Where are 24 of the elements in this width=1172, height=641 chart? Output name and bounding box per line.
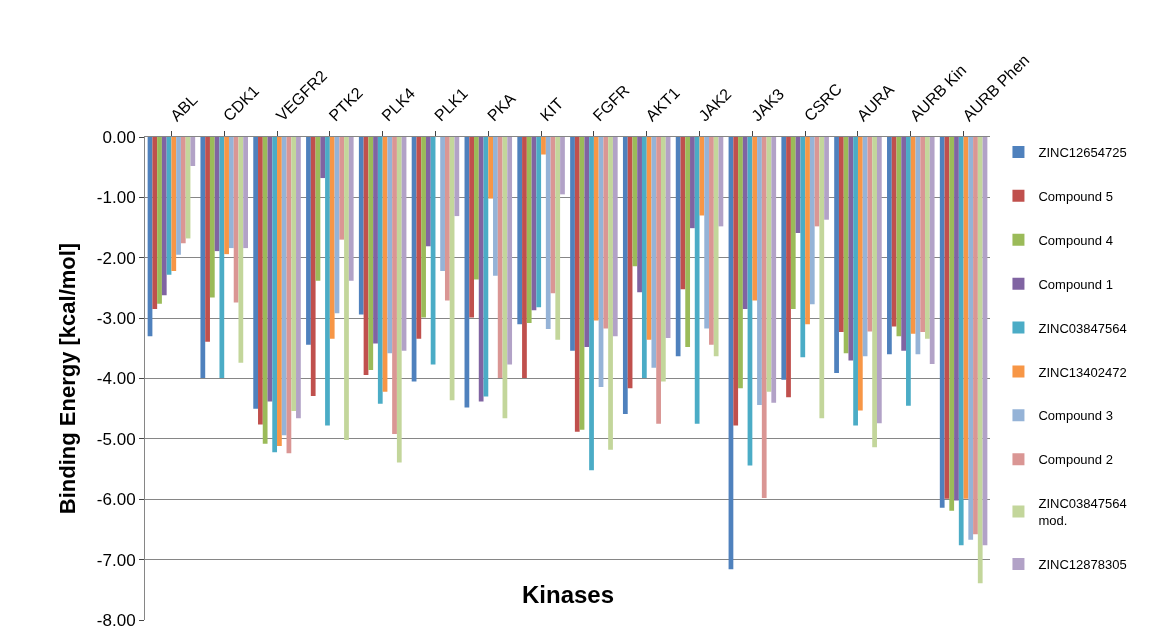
legend-label: ZINC03847564 mod. (1038, 496, 1127, 529)
x-tick-label: PKA (484, 89, 519, 125)
x-tick-label: ABL (167, 90, 201, 125)
legend-label: Compound 4 (1038, 232, 1113, 248)
legend-label: Compound 5 (1038, 188, 1113, 204)
legend-label: Compound 2 (1038, 452, 1113, 468)
x-axis-title: Kinases (522, 581, 615, 608)
y-tick-label: -3.00 (96, 309, 136, 329)
y-tick-label: -4.00 (96, 369, 136, 389)
y-tick-label: -8.00 (96, 610, 136, 630)
legend-label: ZINC12654725 (1038, 145, 1127, 161)
legend-label: Compound 1 (1038, 276, 1113, 292)
y-tick-label: -2.00 (96, 248, 136, 268)
x-tick-label: KIT (536, 94, 567, 125)
y-axis-title: Binding Energy [kcal/mol] (54, 242, 80, 515)
legend-label: Compound 3 (1038, 408, 1113, 424)
legend-label: ZINC12878305 (1038, 557, 1127, 573)
y-tick-label: -7.00 (96, 550, 136, 570)
y-tick-label: -6.00 (96, 490, 136, 510)
y-tick-label: -5.00 (96, 429, 136, 449)
legend-label: ZINC13402472 (1038, 364, 1127, 380)
y-tick-label: 0.00 (102, 127, 136, 147)
y-tick-label: -1.00 (96, 188, 136, 208)
legend-label: ZINC03847564 (1038, 320, 1127, 336)
